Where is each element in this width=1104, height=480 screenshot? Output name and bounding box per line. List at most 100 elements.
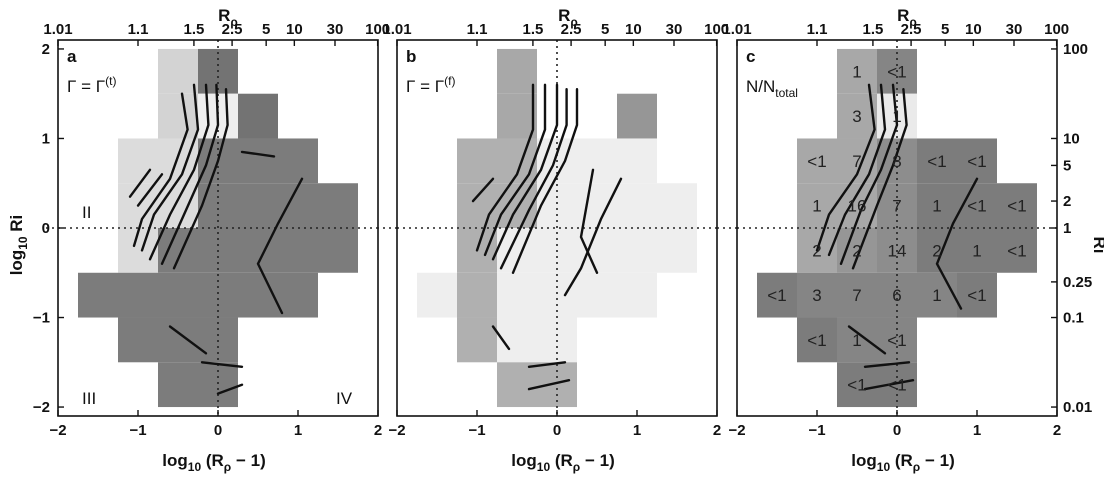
right-tick-label: 0.1: [1063, 310, 1084, 327]
y-tick-label: 2: [42, 41, 50, 58]
bottom-axis-title-a: log10 (Rρ − 1): [162, 451, 265, 474]
contour-line: [863, 361, 911, 368]
heatmap-cell: [158, 183, 198, 228]
heatmap-cell: [278, 138, 318, 184]
cell-count-label: <1: [807, 331, 826, 350]
right-tick-label: 1: [1063, 220, 1071, 237]
heatmap-cell: [497, 93, 537, 139]
contour-line: [839, 83, 899, 265]
top-tick-label: 1.1: [128, 21, 149, 38]
x-tick-label: 0: [893, 422, 901, 439]
top-tick-label: 30: [327, 21, 344, 38]
contour-line: [527, 361, 567, 368]
heatmap-cell: [278, 228, 318, 273]
x-tick-label: −1: [808, 422, 825, 439]
heatmap-cell: [617, 272, 657, 318]
top-tick-label: 1.5: [522, 21, 543, 38]
contour-line: [491, 83, 559, 261]
contour-line: [132, 92, 189, 248]
region-label-IV: IV: [336, 389, 353, 408]
heatmap-cell: [497, 272, 537, 318]
contour-line: [491, 325, 511, 351]
heatmap-cell: [837, 272, 877, 318]
heatmap-cell: [957, 138, 997, 184]
top-tick-label: 5: [941, 21, 949, 38]
heatmap-cell: [837, 362, 877, 408]
contour-line: [475, 83, 535, 252]
x-tick-label: 0: [553, 422, 561, 439]
cell-count-label: 1: [812, 197, 821, 216]
heatmap-cell: [158, 272, 198, 318]
contour-line: [511, 88, 579, 274]
heatmap-cell: [957, 228, 997, 273]
panel-c: 1 <1 3 1 <1 7 8 <1 <1 1 16 7 1 <1 <1 2 2 14 2 1 <1 <1 3 7 6 1 <1 <1…: [717, 21, 1092, 439]
contour-line: [935, 177, 979, 310]
cell-count-label: 1: [972, 241, 981, 260]
top-tick-label: 100: [704, 21, 729, 38]
heatmap-cell: [158, 48, 198, 94]
contour-line: [851, 88, 908, 270]
cell-count-label: 8: [892, 152, 901, 171]
heatmap-cell: [457, 138, 497, 184]
cell-count-label: 1: [852, 62, 861, 81]
heatmap-cell: [238, 93, 278, 139]
cell-count-label: <1: [927, 152, 946, 171]
cell-count-label: <1: [887, 62, 906, 81]
panel-annotation: N/Ntotal: [746, 77, 798, 100]
heatmap-cell: [997, 228, 1037, 273]
contour-line: [168, 325, 208, 355]
panel-annotation: Γ = Γ(t): [67, 74, 116, 96]
contour-line: [499, 88, 568, 270]
heatmap-cell: [997, 183, 1037, 228]
heatmap-cell: [457, 272, 497, 318]
heatmap-cell: [617, 93, 657, 139]
y-tick-label: −1: [33, 310, 50, 327]
heatmap-cell: [78, 272, 118, 318]
cell-count-label: <1: [887, 376, 906, 395]
x-tick-label: 1: [633, 422, 641, 439]
contour-line: [563, 177, 623, 297]
top-tick-label: 30: [1006, 21, 1023, 38]
heatmap-cell: [797, 183, 837, 228]
right-tick-label: 0.01: [1063, 399, 1092, 416]
contour-line: [256, 177, 304, 315]
cell-count-label: <1: [767, 286, 786, 305]
heatmap-cell: [917, 183, 957, 228]
panel-b: −2 −1 0 1 2 1.01 1.1 1.5 2.5 5 10 30 100 b Γ = Γ(f): [377, 21, 729, 439]
top-tick-label: 5: [262, 21, 270, 38]
cell-count-label: <1: [887, 331, 906, 350]
top-tick-label: 10: [625, 21, 642, 38]
panel-letter: c: [746, 47, 755, 66]
heatmap-cell: [238, 138, 278, 184]
contour-line: [140, 83, 200, 252]
cell-count-label: 3: [812, 286, 821, 305]
top-tick-label: 10: [965, 21, 982, 38]
heatmap-cell: [577, 138, 617, 184]
heatmap-cell: [577, 272, 617, 318]
top-tick-label: 100: [1044, 21, 1069, 38]
x-tick-label: 1: [294, 422, 302, 439]
cell-count-label: <1: [807, 152, 826, 171]
contour-line: [216, 383, 244, 395]
heatmap-cell: [917, 272, 957, 318]
contour-line: [240, 150, 276, 158]
heatmap-cell: [118, 317, 158, 363]
heatmap-cell: [158, 317, 198, 363]
right-tick-label: 2: [1063, 193, 1071, 210]
contour-line: [172, 88, 229, 270]
y-tick-label: 1: [42, 130, 50, 147]
top-tick-label: 1.01: [43, 21, 72, 38]
right-tick-label: 0.25: [1063, 274, 1092, 291]
x-tick-label: 2: [713, 422, 721, 439]
heatmap-cell: [797, 138, 837, 184]
contour-line: [847, 325, 887, 355]
top-tick-label: 1.1: [807, 21, 828, 38]
x-tick-label: 0: [214, 422, 222, 439]
contour-line: [527, 379, 571, 391]
right-tick-label: 100: [1063, 41, 1088, 58]
x-tick-label: −1: [468, 422, 485, 439]
heatmap-cell: [877, 317, 917, 363]
cell-count-label: <1: [967, 286, 986, 305]
contour-line: [128, 168, 152, 198]
